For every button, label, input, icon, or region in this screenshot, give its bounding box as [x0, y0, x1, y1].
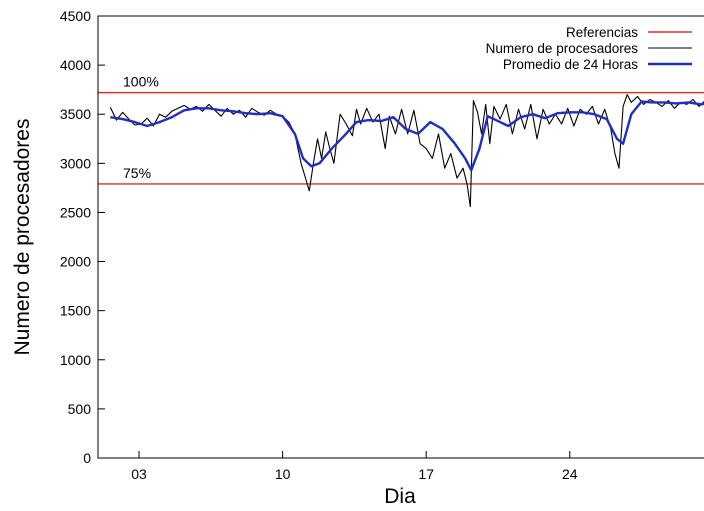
plot-frame [97, 15, 704, 459]
x-tick-label-2: 17 [418, 466, 434, 482]
legend-label-2: Promedio de 24 Horas [503, 57, 638, 72]
x-tick-label-0: 03 [131, 466, 147, 482]
x-axis-ticks: 0310172431 [131, 451, 578, 482]
x-tick-label-1: 10 [275, 466, 291, 482]
x-tick-label-3: 24 [562, 466, 578, 482]
y-axis-ticks: 0 500 1000 1500 2000 2500 3000 3500 4000 4500 [60, 8, 105, 466]
legend-label-1: Numero de procesadores [486, 41, 639, 56]
y-tick-label-9: 4500 [60, 8, 91, 24]
reference-lines [98, 91, 704, 185]
y-tick-label-4: 2000 [60, 254, 91, 270]
reference-labels: 100% 75% [123, 74, 159, 181]
y-tick-label-5: 2500 [60, 204, 91, 220]
y-tick-label-3: 1500 [60, 303, 91, 319]
y-axis-label: Numero de procesadores [11, 119, 34, 356]
y-tick-label-7: 3500 [60, 106, 91, 122]
reference-label-0: 100% [123, 74, 159, 90]
legend-label-0: Referencias [566, 25, 638, 40]
series-line-promedio [110, 100, 704, 172]
y-tick-label-2: 1000 [60, 352, 91, 368]
y-tick-label-6: 3000 [60, 155, 91, 171]
reference-label-1: 75% [123, 165, 151, 181]
series-line-procesadores [109, 94, 704, 208]
y-tick-label-8: 4000 [60, 57, 91, 73]
series-layer [109, 94, 704, 208]
x-axis-label: Dia [384, 485, 416, 508]
y-tick-label-0: 0 [83, 450, 91, 466]
y-tick-label-1: 500 [68, 401, 92, 417]
